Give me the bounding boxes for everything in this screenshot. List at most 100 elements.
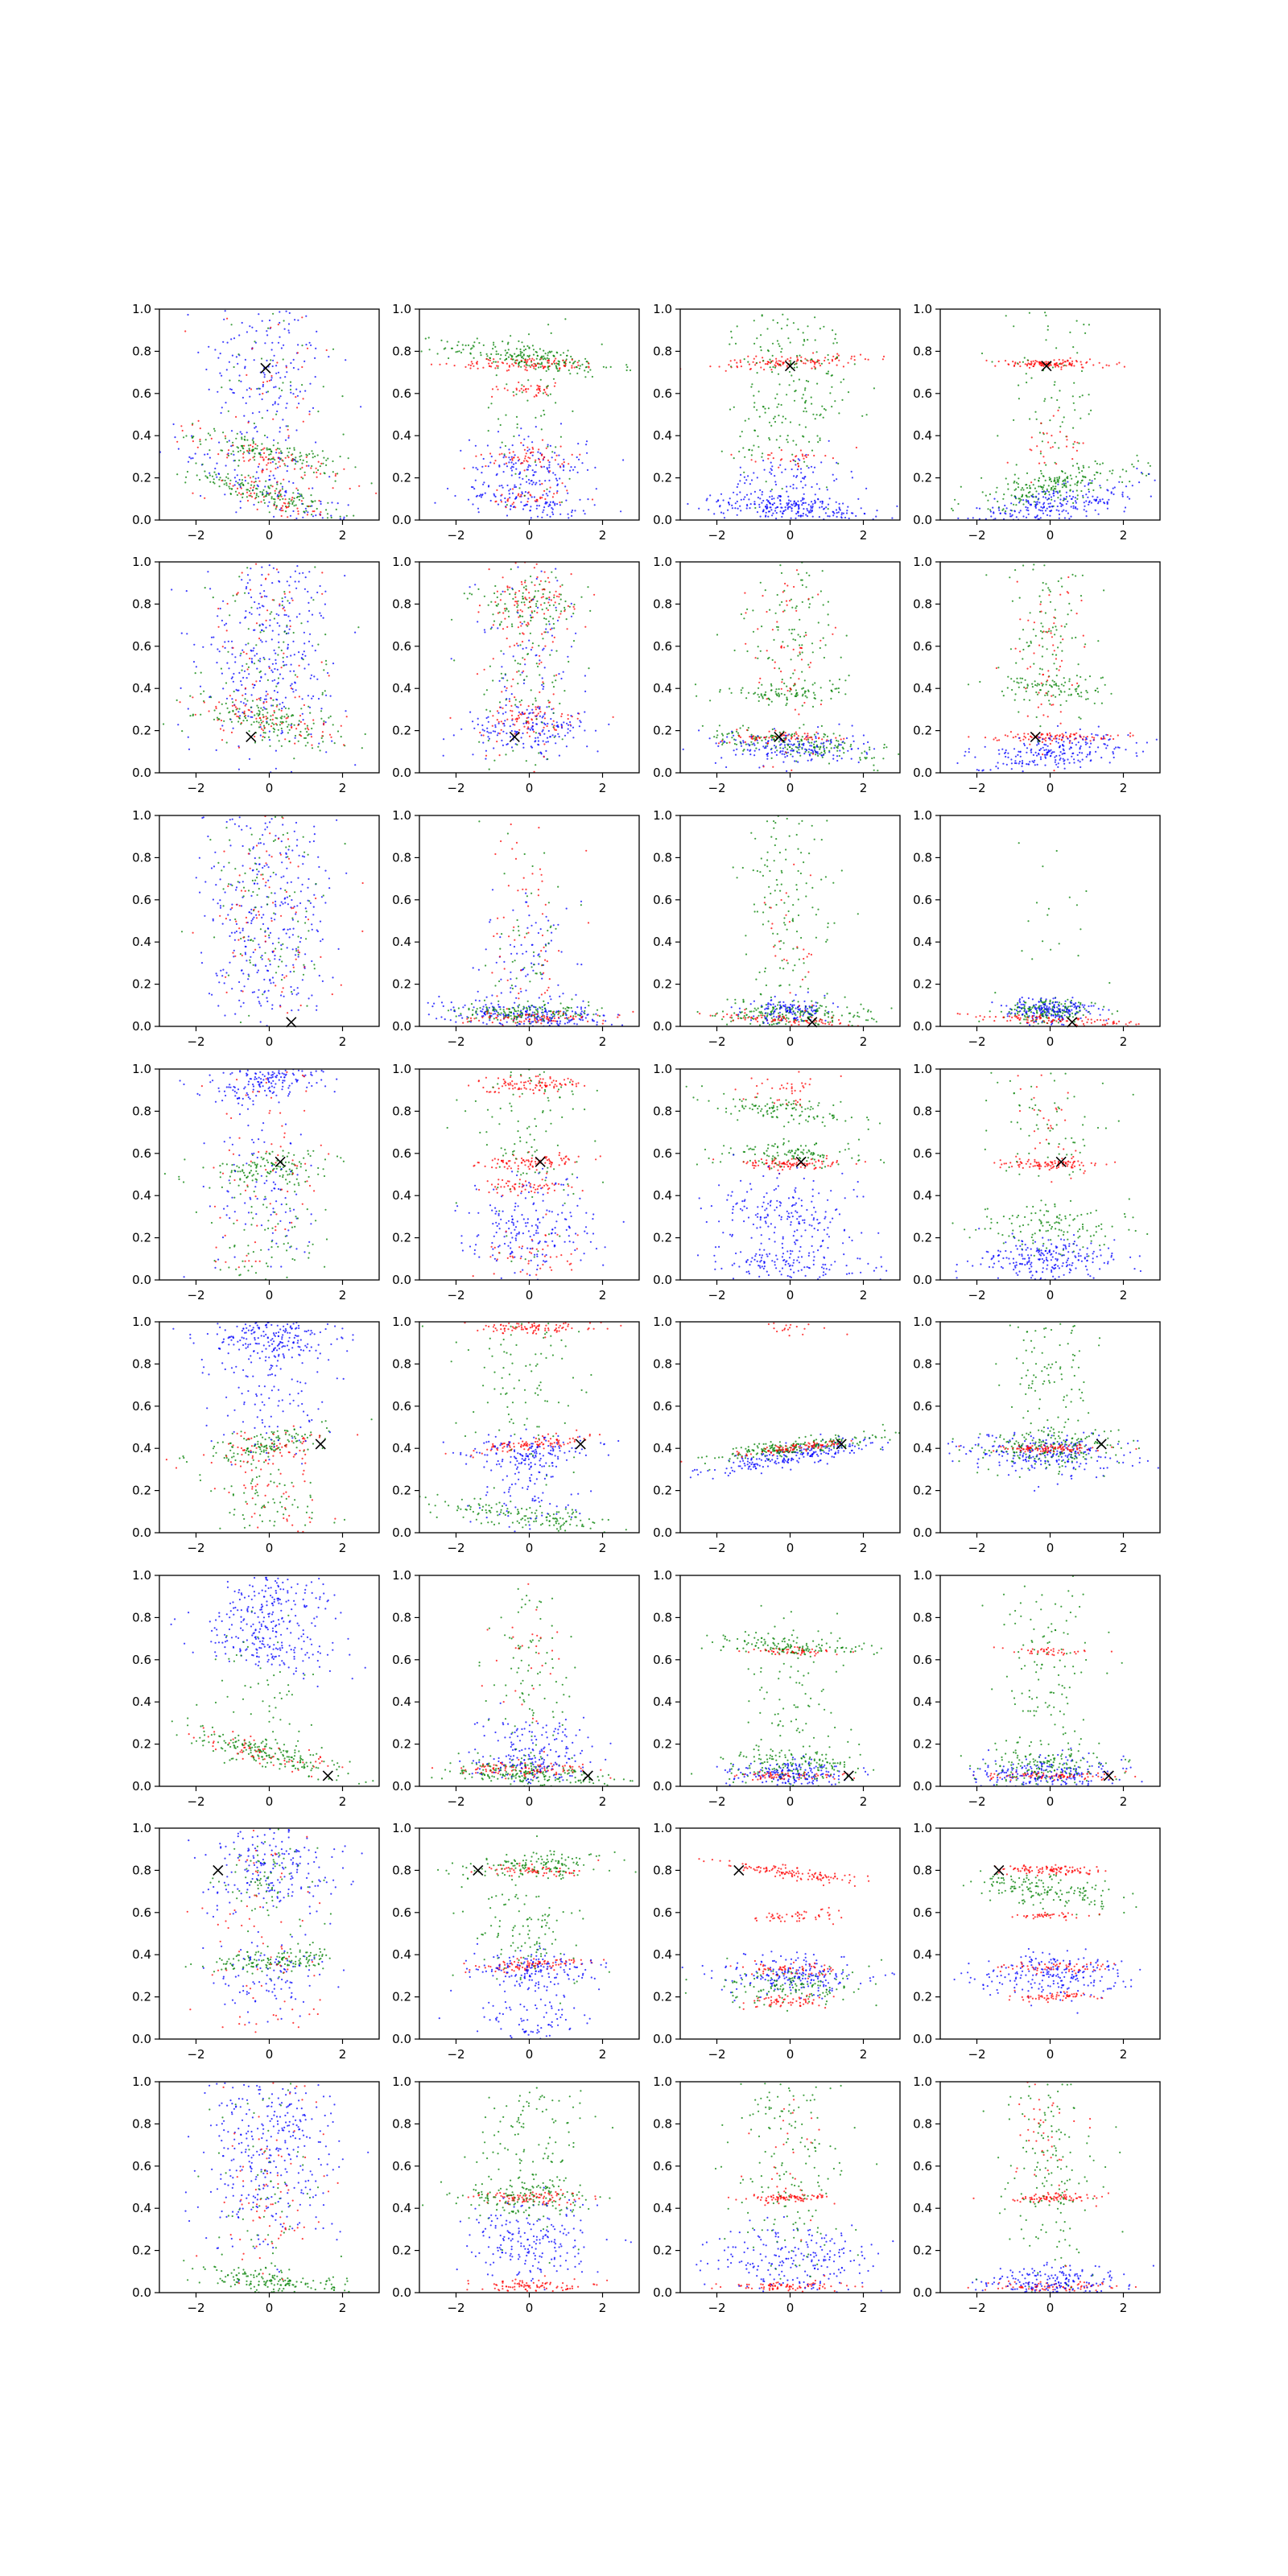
- scatter-point: [301, 365, 303, 369]
- scatter-point: [1063, 485, 1066, 487]
- scatter-point: [1088, 466, 1090, 469]
- scatter-point: [797, 462, 799, 465]
- scatter-point: [261, 728, 263, 730]
- scatter-point: [1082, 464, 1084, 467]
- scatter-point: [735, 730, 738, 733]
- scatter-point: [716, 501, 718, 503]
- scatter-point: [241, 481, 243, 484]
- scatter-point: [542, 457, 545, 460]
- scatter-point: [834, 687, 836, 690]
- scatter-point: [263, 452, 266, 455]
- scatter-point: [485, 716, 488, 720]
- scatter-point: [1036, 361, 1038, 363]
- scatter-point: [801, 453, 803, 456]
- scatter-point: [559, 465, 562, 468]
- scatter-point: [339, 518, 341, 520]
- scatter-point: [559, 445, 562, 448]
- scatter-point: [494, 724, 497, 726]
- scatter-point: [238, 334, 241, 336]
- scatter-point: [483, 629, 486, 631]
- scatter-point: [279, 395, 282, 398]
- scatter-point: [811, 485, 813, 489]
- scatter-point: [294, 674, 296, 676]
- scatter-point: [310, 736, 313, 738]
- scatter-point: [816, 751, 819, 753]
- scatter-point: [260, 357, 263, 360]
- scatter-point: [1103, 502, 1106, 505]
- scatter-point: [229, 487, 231, 490]
- scatter-point: [518, 354, 520, 357]
- scatter-point: [233, 460, 236, 462]
- scatter-point: [1015, 504, 1018, 506]
- scatter-point: [266, 708, 268, 710]
- scatter-point: [279, 720, 282, 724]
- scatter-point: [833, 747, 836, 749]
- scatter-point: [775, 688, 778, 691]
- scatter-point: [217, 719, 219, 721]
- scatter-point: [509, 508, 512, 510]
- scatter-point: [518, 365, 520, 368]
- scatter-point: [262, 716, 265, 719]
- scatter-point: [244, 687, 247, 690]
- scatter-point: [542, 592, 544, 596]
- scatter-point: [270, 461, 272, 464]
- scatter-point: [225, 622, 228, 625]
- scatter-point: [1036, 445, 1038, 448]
- scatter-point: [531, 616, 534, 619]
- scatter-point: [552, 513, 555, 516]
- scatter-point: [267, 462, 270, 464]
- scatter-point: [781, 471, 783, 473]
- scatter-point: [296, 565, 299, 568]
- scatter-point: [288, 628, 291, 630]
- scatter-point: [847, 506, 849, 508]
- scatter-point: [252, 437, 254, 440]
- scatter-point: [541, 497, 543, 499]
- scatter-point: [262, 630, 265, 633]
- scatter-point: [265, 495, 267, 497]
- scatter-point: [1068, 495, 1071, 497]
- scatter-point: [990, 515, 993, 518]
- scatter-point: [256, 704, 258, 707]
- scatter-point: [801, 704, 803, 707]
- scatter-point: [1060, 505, 1063, 508]
- scatter-point: [530, 746, 534, 749]
- scatter-point: [549, 628, 552, 631]
- scatter-point: [881, 358, 884, 361]
- scatter-point: [288, 591, 291, 593]
- scatter-point: [813, 733, 816, 736]
- scatter-point: [985, 518, 987, 520]
- scatter-point: [451, 618, 453, 621]
- scatter-point: [263, 376, 266, 378]
- scatter-point: [1096, 462, 1098, 465]
- scatter-point: [548, 604, 551, 607]
- scatter-point: [1080, 361, 1082, 363]
- scatter-point: [280, 745, 283, 747]
- scatter-point: [853, 363, 856, 365]
- scatter-point: [1067, 476, 1069, 478]
- scatter-point: [786, 748, 789, 750]
- scatter-point: [467, 498, 470, 501]
- scatter-point: [489, 499, 492, 502]
- scatter-point: [544, 365, 547, 368]
- scatter-point: [529, 614, 532, 617]
- scatter-point: [554, 459, 557, 461]
- scatter-point: [274, 492, 276, 495]
- scatter-point: [1072, 443, 1075, 445]
- scatter-point: [266, 493, 268, 496]
- scatter-point: [505, 689, 507, 691]
- scatter-point: [535, 764, 537, 766]
- scatter-point: [827, 508, 829, 510]
- scatter-point: [501, 666, 503, 668]
- scatter-point: [522, 632, 524, 634]
- scatter-point: [530, 506, 532, 508]
- scatter-point: [562, 671, 564, 673]
- scatter-point: [262, 371, 265, 374]
- scatter-point: [538, 448, 540, 451]
- scatter-point: [237, 481, 239, 485]
- scatter-point: [213, 430, 216, 432]
- scatter-point: [836, 755, 839, 758]
- scatter-point: [715, 742, 717, 745]
- scatter-point: [270, 451, 273, 453]
- scatter-point: [753, 402, 756, 404]
- scatter-point: [1043, 400, 1046, 402]
